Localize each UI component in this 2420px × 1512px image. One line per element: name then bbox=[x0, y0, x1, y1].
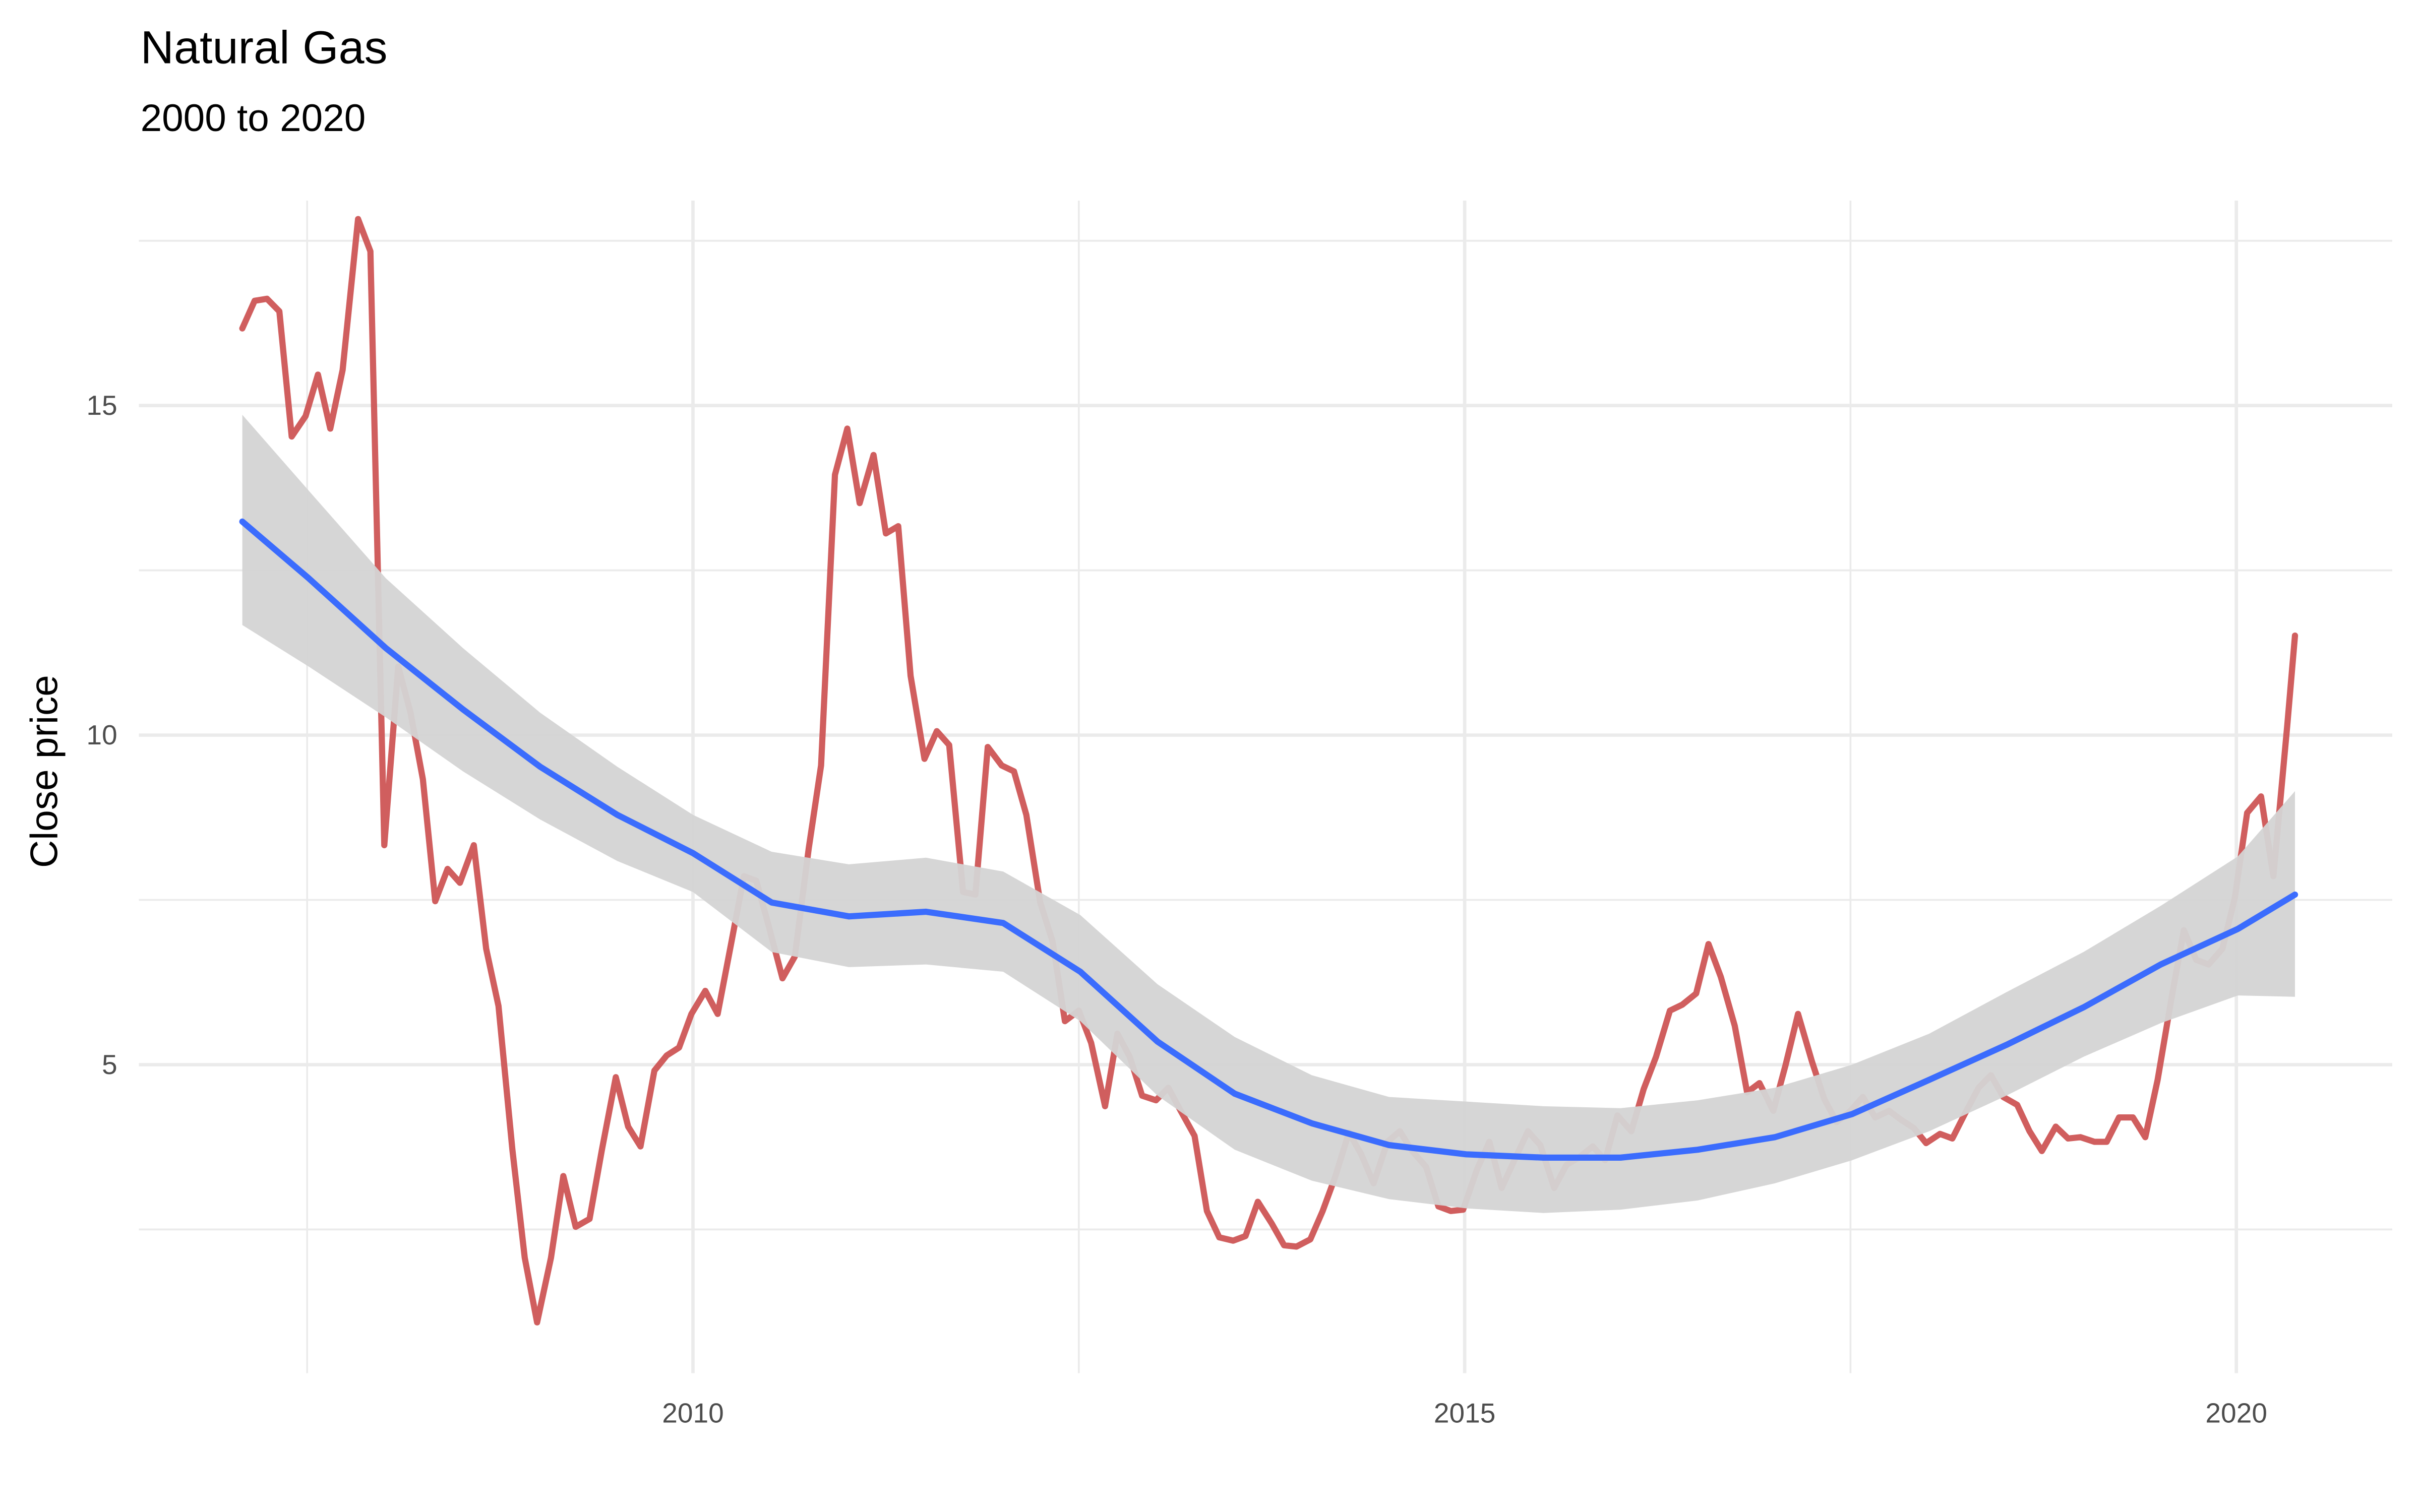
y-tick-label: 10 bbox=[86, 719, 117, 750]
chart-title: Natural Gas bbox=[141, 22, 388, 74]
y-tick-label: 5 bbox=[102, 1049, 117, 1080]
x-tick-label: 2010 bbox=[662, 1397, 724, 1428]
line bbox=[239, 216, 2298, 1326]
line bbox=[239, 518, 2298, 1161]
x-tick-label: 2020 bbox=[2205, 1397, 2267, 1428]
confidence-band bbox=[242, 414, 2295, 1213]
plot-area bbox=[239, 216, 2298, 1326]
chart-subtitle: 2000 to 2020 bbox=[141, 97, 366, 140]
x-tick-label: 2015 bbox=[1434, 1397, 1496, 1428]
y-tick-label: 15 bbox=[86, 390, 117, 421]
y-axis-label: Close price bbox=[23, 675, 66, 868]
